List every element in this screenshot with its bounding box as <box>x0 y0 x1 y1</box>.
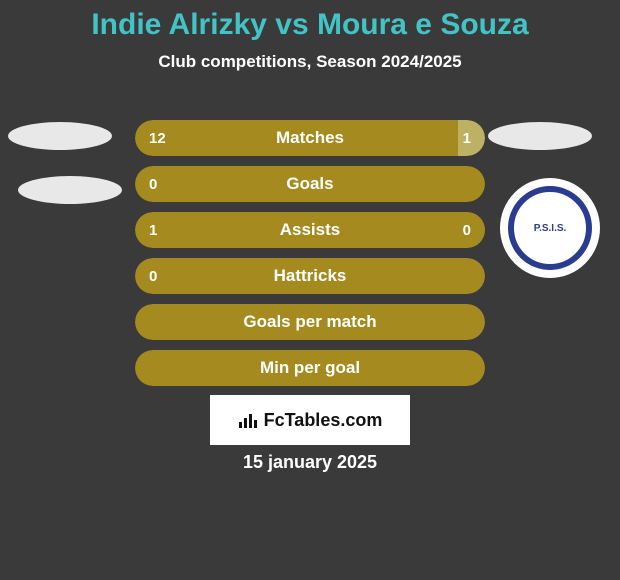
player-left-photo-placeholder-1 <box>8 122 112 150</box>
stat-right-value: 1 <box>463 120 471 156</box>
stats-container: Matches121Goals0Assists10Hattricks0Goals… <box>135 120 485 396</box>
player-left-photo-placeholder-2 <box>18 176 122 204</box>
fctables-text: FcTables.com <box>264 410 383 431</box>
page-title: Indie Alrizky vs Moura e Souza <box>0 0 620 42</box>
stat-label: Min per goal <box>135 350 485 386</box>
stat-row-goals: Goals0 <box>135 166 485 202</box>
stat-left-value: 0 <box>149 258 157 294</box>
stat-label: Goals <box>135 166 485 202</box>
club-badge-label: P.S.I.S. <box>534 223 567 234</box>
chart-icon <box>238 412 258 428</box>
fctables-tag: FcTables.com <box>210 395 410 445</box>
stat-row-goals-per-match: Goals per match <box>135 304 485 340</box>
stat-row-assists: Assists1 0 <box>135 212 485 248</box>
stat-left-value: 12 <box>149 120 166 156</box>
club-badge-ring: P.S.I.S. <box>508 186 592 270</box>
stat-label: Goals per match <box>135 304 485 340</box>
stat-left-value: 1 <box>149 212 157 248</box>
stat-row-hattricks: Hattricks0 <box>135 258 485 294</box>
stat-left-value: 0 <box>149 166 157 202</box>
page-subtitle: Club competitions, Season 2024/2025 <box>0 52 620 72</box>
club-badge-psis: P.S.I.S. <box>500 178 600 278</box>
stat-label: Matches <box>135 120 485 156</box>
stat-row-matches: Matches12 1 <box>135 120 485 156</box>
stat-row-min-per-goal: Min per goal <box>135 350 485 386</box>
player-right-photo-placeholder <box>488 122 592 150</box>
canvas: Indie Alrizky vs Moura e Souza Club comp… <box>0 0 620 580</box>
stat-label: Assists <box>135 212 485 248</box>
stat-right-value: 0 <box>463 212 471 248</box>
date-text: 15 january 2025 <box>0 452 620 473</box>
stat-label: Hattricks <box>135 258 485 294</box>
